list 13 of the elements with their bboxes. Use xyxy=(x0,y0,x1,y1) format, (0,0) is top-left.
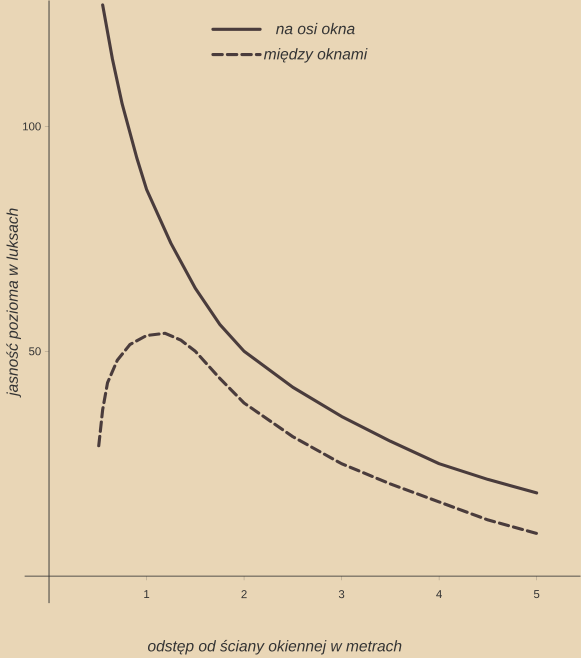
x-tick-label: 4 xyxy=(436,590,442,598)
x-tick-label: 5 xyxy=(534,590,540,598)
y-tick-label: 100 xyxy=(23,122,41,130)
line-series xyxy=(101,3,538,494)
line-series xyxy=(97,332,538,535)
y-tick-label: 50 xyxy=(29,347,41,356)
x-tick-label: 1 xyxy=(144,590,150,598)
x-axis-title: odstęp od ściany okiennej w metrach xyxy=(148,640,402,655)
legend-label: między oknami xyxy=(264,48,368,63)
x-tick-label: 2 xyxy=(241,590,247,598)
y-axis-title: jasność pozioma w luksach xyxy=(6,208,21,398)
legend-label: na osi okna xyxy=(276,22,355,34)
x-tick-label: 3 xyxy=(338,590,344,598)
